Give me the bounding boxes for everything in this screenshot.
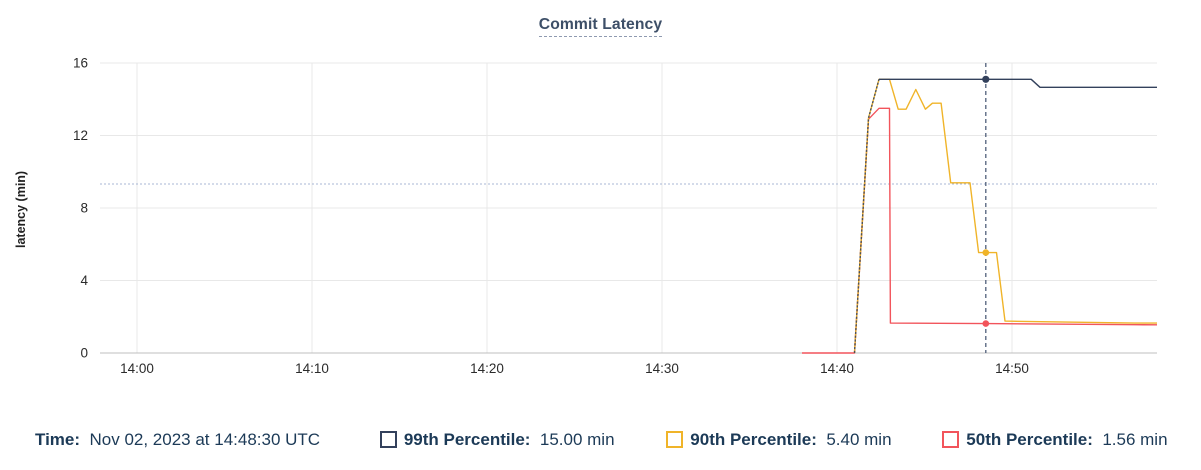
svg-text:14:00: 14:00: [120, 361, 154, 376]
svg-text:12: 12: [73, 128, 88, 143]
svg-text:8: 8: [80, 201, 88, 216]
svg-text:14:40: 14:40: [820, 361, 854, 376]
svg-text:16: 16: [73, 56, 88, 71]
svg-text:14:30: 14:30: [645, 361, 679, 376]
svg-text:0: 0: [80, 346, 88, 361]
svg-text:14:50: 14:50: [995, 361, 1029, 376]
svg-text:14:10: 14:10: [295, 361, 329, 376]
svg-text:14:20: 14:20: [470, 361, 504, 376]
svg-text:4: 4: [80, 273, 88, 288]
